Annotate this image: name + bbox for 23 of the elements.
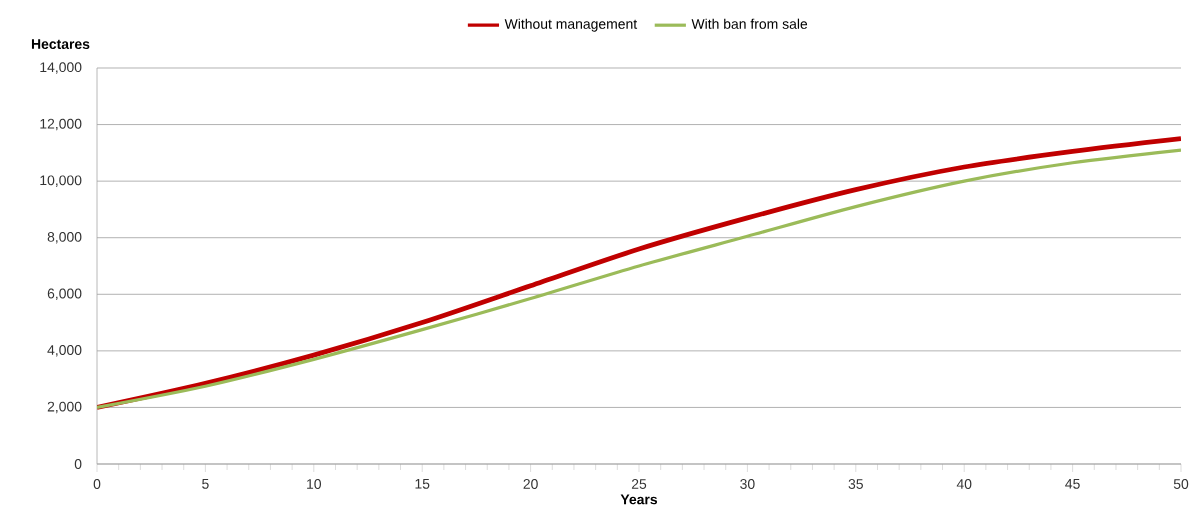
x-tick-label: 15 xyxy=(415,479,430,489)
x-tick-label: 50 xyxy=(1173,479,1189,489)
y-tick-label: 6,000 xyxy=(47,288,82,301)
x-tick-label: 25 xyxy=(631,479,647,489)
x-tick-label: 0 xyxy=(93,479,101,489)
x-tick-label: 30 xyxy=(740,479,755,489)
x-tick-label: 35 xyxy=(848,479,863,489)
x-tick-label: 5 xyxy=(202,479,209,489)
y-tick-label: 0 xyxy=(74,459,82,469)
y-tick-label: 2,000 xyxy=(47,401,82,414)
legend-label: With ban from sale xyxy=(691,18,808,29)
y-axis-title: Hectares xyxy=(31,39,90,49)
x-tick-label: 20 xyxy=(523,479,538,489)
x-tick-label: 45 xyxy=(1065,479,1080,489)
x-tick-label: 10 xyxy=(307,479,322,489)
x-axis-title: Years xyxy=(620,494,658,505)
x-tick-label: 40 xyxy=(956,479,972,489)
y-tick-label: 14,000 xyxy=(40,62,82,74)
legend-label: Without management xyxy=(504,18,638,32)
y-tick-label: 8,000 xyxy=(47,231,82,244)
y-tick-label: 4,000 xyxy=(47,345,82,357)
y-tick-label: 10,000 xyxy=(40,175,82,187)
y-tick-label: 12,000 xyxy=(40,118,82,131)
